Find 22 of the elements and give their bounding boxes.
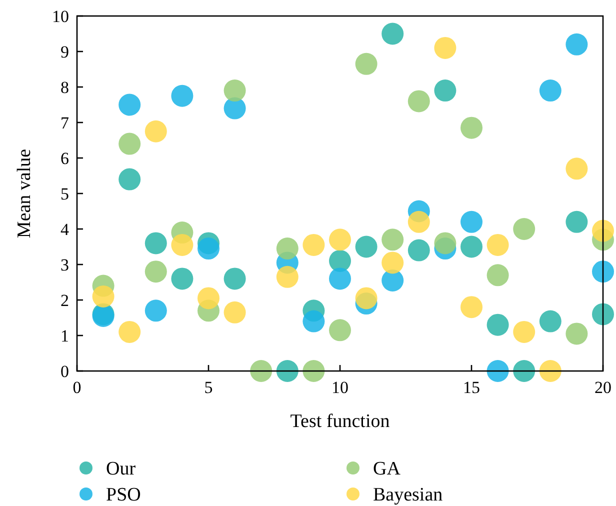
- y-axis-title: Mean value: [14, 148, 35, 238]
- y-tick-label: 8: [60, 78, 69, 97]
- y-tick-label: 9: [60, 42, 69, 62]
- legend-label: Our: [106, 458, 136, 480]
- y-tick-label: 10: [52, 6, 69, 26]
- x-tick-label: 10: [332, 378, 348, 397]
- y-tick-label: 6: [60, 148, 69, 168]
- legend-label: GA: [373, 458, 401, 480]
- x-tick-label: 0: [72, 378, 82, 397]
- y-tick-label: 7: [60, 113, 70, 132]
- x-tick-label: 5: [204, 378, 213, 397]
- y-tick-label: 0: [60, 362, 69, 381]
- y-tick-label: 4: [60, 220, 70, 239]
- y-tick-label: 3: [60, 255, 69, 274]
- y-tick-label: 5: [60, 184, 69, 204]
- y-tick-label: 2: [60, 290, 69, 310]
- x-axis-title: Test function: [290, 411, 390, 432]
- y-tick-label: 1: [60, 326, 69, 346]
- legend-label: PSO: [106, 484, 141, 506]
- x-tick-label: 15: [463, 378, 480, 397]
- legend-label: Bayesian: [373, 484, 444, 506]
- x-tick-label: 20: [594, 378, 612, 397]
